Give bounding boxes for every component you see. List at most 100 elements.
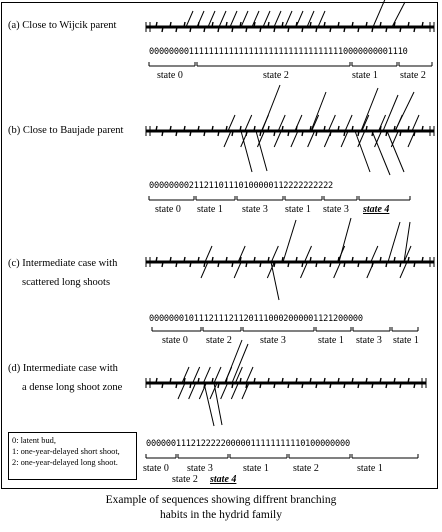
panel-c-state-label: state 0	[162, 335, 188, 346]
bud-tick	[287, 26, 290, 33]
shoot-line	[202, 366, 211, 384]
legend-item-long-shoot: 2: one-year-delayed long shoot.	[12, 458, 118, 467]
shoot-line	[244, 114, 253, 132]
bud-tick	[399, 382, 402, 389]
shoot-line	[234, 366, 243, 384]
bud-tick	[351, 125, 354, 132]
shoot-line	[192, 366, 201, 384]
bud-tick	[161, 261, 164, 268]
bud-tick	[379, 21, 382, 28]
bud-tick	[169, 125, 172, 132]
panel-a-sequence: 0000000011111111111111111111111111111110…	[149, 47, 408, 57]
bud-tick	[329, 382, 332, 389]
bud-tick	[239, 256, 242, 263]
shoot-line	[218, 10, 227, 28]
bud-tick	[175, 130, 178, 137]
shoot-line	[357, 130, 366, 148]
shoot-line	[361, 114, 370, 132]
bud-tick	[365, 377, 368, 384]
bud-tick	[365, 125, 368, 132]
bud-tick	[407, 377, 410, 384]
panel-d-state-label: state 0	[143, 463, 169, 474]
long-shoot-line	[224, 339, 243, 384]
shoot-line	[294, 114, 303, 132]
panel-d-state-label: state 2	[172, 474, 198, 485]
shoot-line	[407, 130, 416, 148]
long-shoot-line	[360, 87, 379, 132]
shoot-line	[273, 10, 282, 28]
bud-tick	[253, 256, 256, 263]
bud-tick	[413, 26, 416, 33]
bud-tick	[253, 377, 256, 384]
long-shoot-line	[261, 84, 281, 132]
bud-tick	[281, 256, 284, 263]
long-shoot-line	[382, 94, 399, 132]
panel-d-state-label: state 1	[357, 463, 383, 474]
bud-tick	[267, 256, 270, 263]
bud-tick	[357, 261, 360, 268]
panel-a-state-label: state 1	[352, 70, 378, 81]
shoot-line	[374, 130, 383, 148]
shoot-line	[307, 130, 316, 148]
bud-tick	[385, 261, 388, 268]
bud-tick	[217, 130, 220, 137]
bud-tick	[371, 382, 374, 389]
shoot-line	[181, 366, 190, 384]
shoot-line	[273, 130, 282, 148]
bud-tick	[217, 26, 220, 33]
bud-tick	[197, 125, 200, 132]
shoot-line	[340, 130, 349, 148]
bud-tick	[253, 21, 256, 28]
shoot-line	[295, 10, 304, 28]
bud-tick	[329, 261, 332, 268]
bud-tick	[323, 21, 326, 28]
bud-tick	[281, 377, 284, 384]
bud-tick	[281, 125, 284, 132]
panel-a-label: (a) Close to Wijcik parent	[8, 20, 117, 31]
panel-d-state-label: state 2	[293, 463, 319, 474]
panel-c-state-label: state 1	[318, 335, 344, 346]
bud-tick	[211, 256, 214, 263]
shoot-line	[207, 10, 216, 28]
shoot-line	[370, 245, 379, 263]
bud-tick	[393, 21, 396, 28]
panel-c-sequence: 0000000101112111211201110002000001121200…	[149, 314, 363, 324]
bud-tick	[329, 26, 332, 33]
bud-tick	[315, 130, 318, 137]
bud-tick	[231, 130, 234, 137]
long-shoot-line	[231, 343, 249, 384]
bud-tick	[273, 382, 276, 389]
shoot-line	[311, 114, 320, 132]
long-shoot-line	[255, 130, 268, 172]
bud-tick	[309, 21, 312, 28]
bud-tick	[245, 382, 248, 389]
shoot-line	[209, 382, 218, 400]
panel-c-state-label: state 3	[260, 335, 286, 346]
figure-frame	[1, 2, 438, 489]
panel-b-state-label: state 0	[155, 204, 181, 215]
long-shoot-line	[387, 221, 401, 263]
bud-tick	[295, 256, 298, 263]
shoot-line	[333, 261, 342, 279]
legend-item-latent-bud: 0: latent bud,	[12, 436, 56, 445]
shoot-line	[241, 382, 250, 400]
shoot-line	[200, 261, 209, 279]
shoot-line	[411, 114, 420, 132]
bud-tick	[407, 21, 410, 28]
shoot-line	[213, 366, 222, 384]
bud-tick	[351, 377, 354, 384]
shoot-line	[240, 130, 249, 148]
bud-tick	[231, 382, 234, 389]
long-shoot-line	[371, 130, 391, 176]
shoot-line	[227, 114, 236, 132]
shoot-line	[306, 10, 315, 28]
bud-tick	[273, 261, 276, 268]
panel-c-label: (c) Intermediate case with	[8, 258, 118, 269]
long-shoot-line	[338, 217, 352, 263]
bud-tick	[393, 377, 396, 384]
shoot-line	[245, 366, 254, 384]
bud-tick	[399, 261, 402, 268]
bud-tick	[343, 382, 346, 389]
bud-tick	[337, 377, 340, 384]
long-shoot-line	[394, 91, 415, 132]
